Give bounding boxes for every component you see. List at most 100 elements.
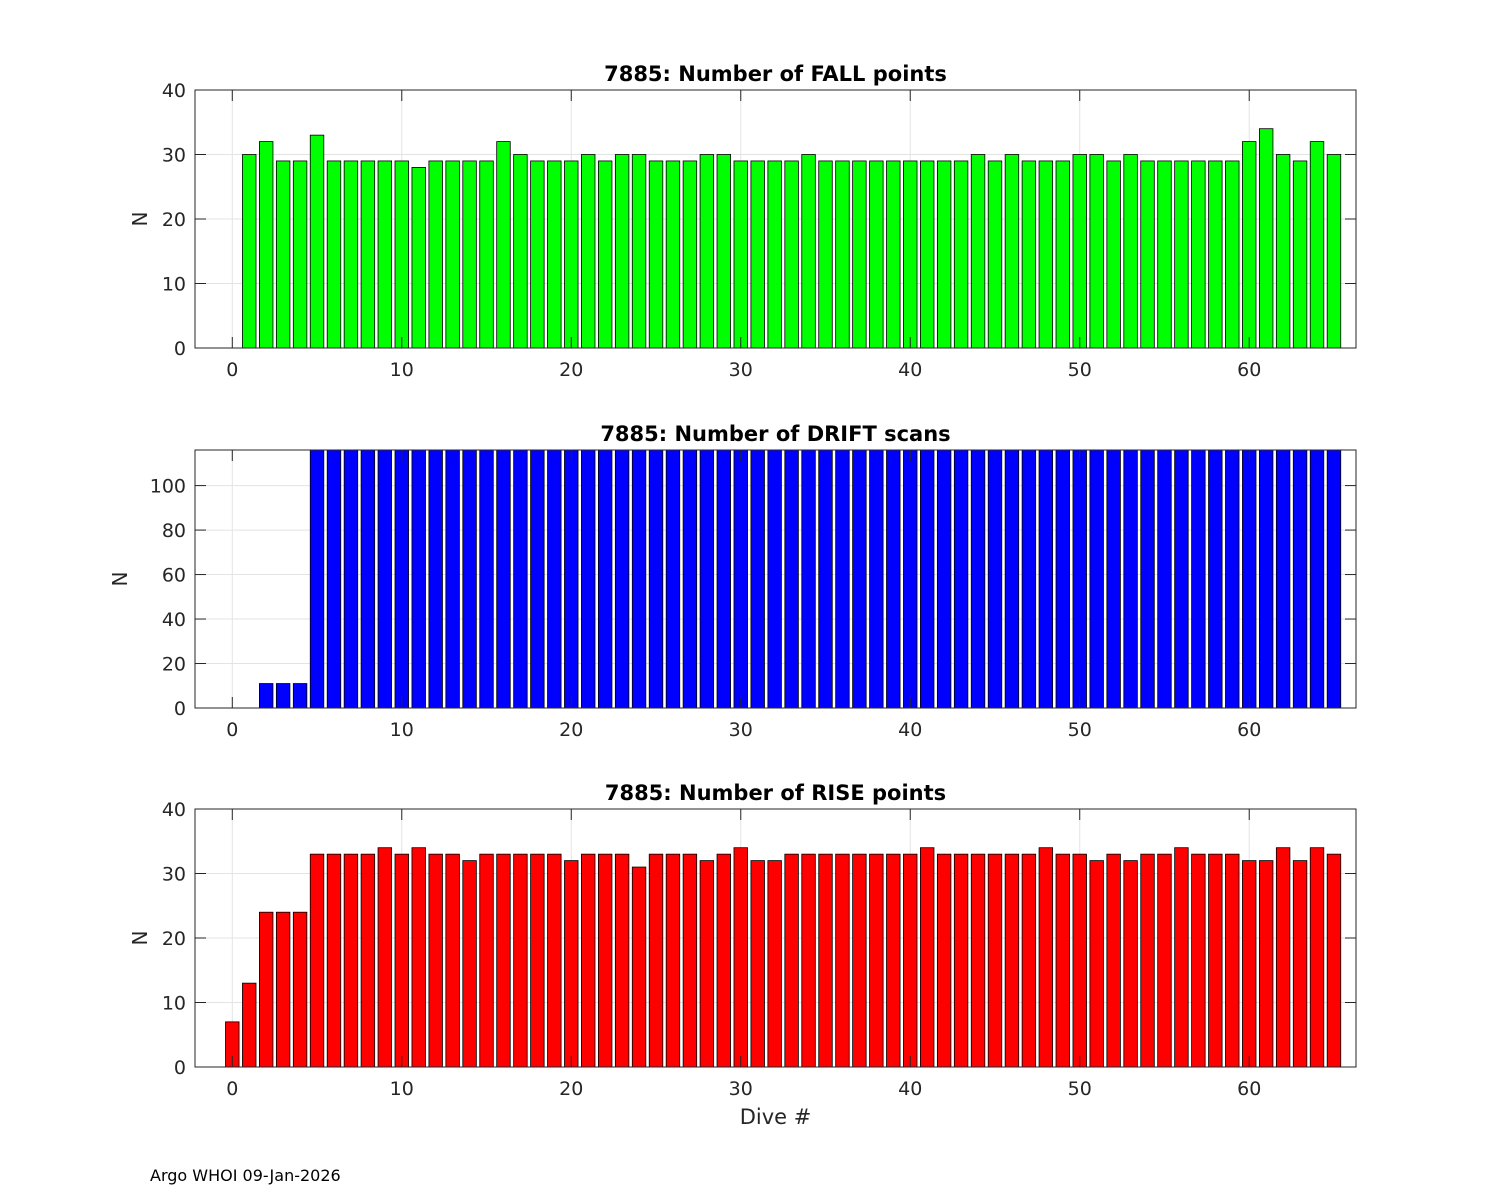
fall-bar-38 — [869, 160, 884, 348]
drift-bar-52 — [1106, 450, 1121, 708]
drift-ytick-label: 80 — [162, 520, 186, 542]
drift-bar-19 — [547, 450, 562, 708]
rise-bar-52 — [1106, 853, 1121, 1067]
fall-bar-24 — [631, 154, 647, 348]
fall-bar-48 — [1038, 160, 1054, 348]
drift-bar-14 — [462, 450, 477, 708]
fall-bar-63 — [1292, 160, 1308, 348]
drift-bar-6 — [326, 450, 342, 708]
fall-bar-5 — [309, 134, 325, 348]
rise-points-panel: 0 10 20 30 40 50 60 0 10 20 30 40 7885: Number of RI… — [128, 781, 1357, 1129]
rise-bar-32 — [767, 860, 782, 1067]
rise-xlabel: Dive # — [740, 1105, 812, 1129]
drift-bar-26 — [665, 450, 681, 708]
fall-bar-41 — [920, 160, 935, 348]
fall-bar-49 — [1055, 160, 1070, 348]
rise-bar-25 — [648, 853, 664, 1067]
rise-bar-26 — [665, 853, 681, 1067]
fall-bar-31 — [750, 160, 765, 348]
fall-bar-12 — [428, 160, 443, 348]
fall-ytick-label: 10 — [162, 274, 186, 296]
fall-bar-18 — [530, 160, 545, 348]
drift-axes-box — [194, 449, 1357, 709]
rise-bar-53 — [1123, 860, 1138, 1067]
fall-bar-17 — [513, 154, 528, 348]
drift-bar-64 — [1309, 450, 1325, 708]
rise-bar-45 — [987, 853, 1003, 1067]
fall-bar-58 — [1208, 160, 1223, 348]
drift-xtick-label: 60 — [1237, 719, 1261, 741]
rise-bar-38 — [869, 853, 884, 1067]
drift-xtick-label: 20 — [559, 719, 583, 741]
drift-bar-21 — [581, 450, 596, 708]
drift-xtick-label: 10 — [390, 719, 414, 741]
fall-bar-45 — [987, 160, 1003, 348]
rise-bar-15 — [479, 853, 494, 1067]
rise-ytick-label: 0 — [174, 1057, 186, 1079]
fall-bar-59 — [1225, 160, 1240, 348]
fall-bar-34 — [801, 154, 816, 348]
drift-ytick-label: 60 — [162, 565, 186, 587]
fall-bar-50 — [1072, 154, 1087, 348]
rise-bars — [225, 847, 1342, 1067]
drift-bar-8 — [360, 450, 376, 708]
fall-bar-60 — [1242, 141, 1257, 348]
fall-bar-1 — [242, 154, 257, 348]
fall-bar-57 — [1191, 160, 1206, 348]
drift-bar-46 — [1004, 450, 1020, 708]
rise-bar-40 — [903, 853, 918, 1067]
fall-bar-6 — [326, 160, 342, 348]
fall-bar-39 — [886, 160, 901, 348]
rise-bar-34 — [801, 853, 816, 1067]
rise-bar-9 — [377, 847, 393, 1067]
rise-bar-42 — [936, 853, 952, 1067]
rise-bar-7 — [343, 853, 359, 1067]
rise-bar-41 — [920, 847, 935, 1067]
rise-ytick-label: 10 — [162, 993, 186, 1015]
fall-bar-15 — [479, 160, 494, 348]
rise-bar-63 — [1292, 860, 1308, 1067]
rise-ytick-label: 40 — [162, 799, 186, 821]
rise-bar-36 — [835, 853, 850, 1067]
fall-xtick-label: 50 — [1068, 359, 1092, 381]
rise-bar-39 — [886, 853, 901, 1067]
rise-bar-44 — [970, 853, 986, 1067]
rise-xtick-label: 60 — [1237, 1078, 1261, 1100]
rise-bar-22 — [597, 853, 613, 1067]
rise-bar-18 — [530, 853, 545, 1067]
rise-bar-27 — [682, 853, 698, 1067]
drift-bar-3 — [275, 683, 291, 708]
rise-bar-55 — [1157, 853, 1172, 1067]
fall-bar-32 — [767, 160, 782, 348]
rise-bar-12 — [428, 853, 443, 1067]
drift-bar-34 — [801, 450, 816, 708]
fall-bar-11 — [411, 166, 426, 348]
rise-bar-58 — [1208, 853, 1223, 1067]
rise-bar-8 — [360, 853, 376, 1067]
drift-bar-61 — [1258, 450, 1274, 708]
fall-xtick-label: 60 — [1237, 359, 1261, 381]
drift-bar-30 — [733, 450, 748, 708]
rise-bar-6 — [326, 853, 342, 1067]
drift-bar-57 — [1191, 450, 1206, 708]
rise-bar-57 — [1191, 853, 1206, 1067]
rise-bar-1 — [242, 982, 257, 1067]
drift-bar-65 — [1326, 450, 1342, 708]
rise-bar-29 — [716, 853, 731, 1067]
fall-bar-28 — [699, 154, 715, 348]
drift-bar-5 — [309, 450, 325, 708]
rise-xtick-label: 40 — [898, 1078, 922, 1100]
fall-xtick-label: 40 — [898, 359, 922, 381]
fall-bar-46 — [1004, 154, 1020, 348]
drift-bar-50 — [1072, 450, 1087, 708]
rise-bar-2 — [259, 911, 274, 1067]
drift-bar-51 — [1089, 450, 1104, 708]
drift-bar-63 — [1292, 450, 1308, 708]
rise-xtick-label: 20 — [559, 1078, 583, 1100]
rise-bar-19 — [547, 853, 562, 1067]
fall-bar-8 — [360, 160, 376, 348]
fall-bar-4 — [292, 160, 308, 348]
fall-bar-65 — [1326, 154, 1342, 348]
drift-bar-11 — [411, 450, 426, 708]
